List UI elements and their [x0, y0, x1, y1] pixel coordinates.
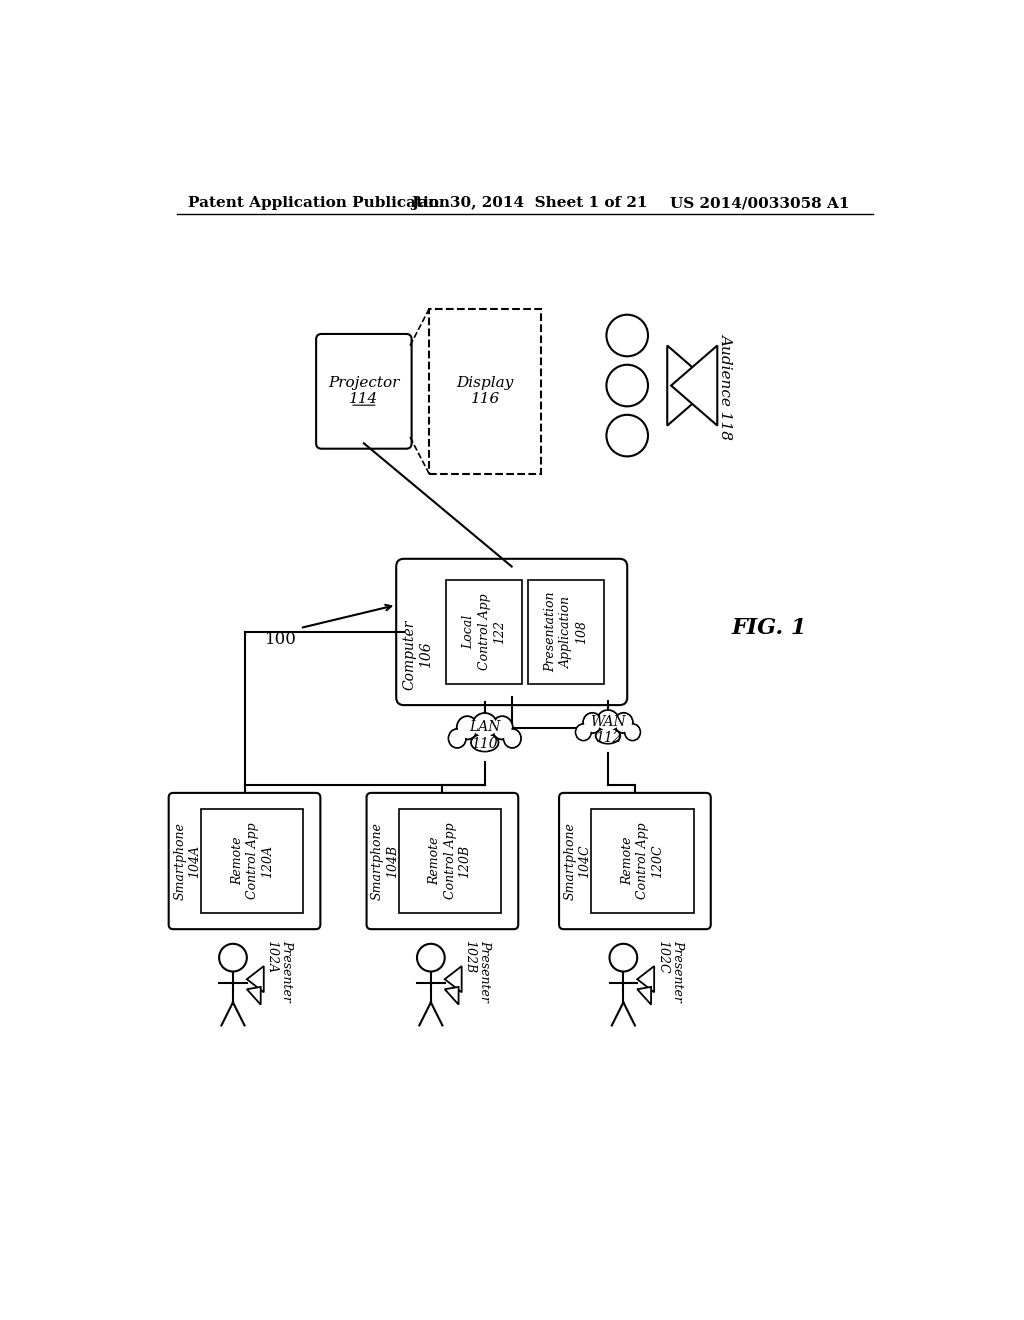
Ellipse shape: [614, 713, 633, 733]
Text: 100: 100: [265, 631, 297, 648]
Bar: [429, 309, 541, 474]
Text: LAN
110: LAN 110: [469, 721, 501, 751]
Text: Smartphone
104B: Smartphone 104B: [371, 822, 399, 900]
Ellipse shape: [472, 713, 498, 738]
Ellipse shape: [449, 729, 466, 748]
Ellipse shape: [597, 729, 618, 743]
Bar: [528, 581, 604, 684]
Ellipse shape: [492, 717, 513, 739]
Ellipse shape: [457, 717, 478, 739]
Circle shape: [606, 314, 648, 356]
Polygon shape: [247, 987, 261, 1005]
Polygon shape: [247, 966, 264, 993]
Bar: [446, 581, 522, 684]
Ellipse shape: [474, 714, 496, 737]
Ellipse shape: [583, 713, 602, 733]
Polygon shape: [444, 987, 459, 1005]
Bar: [201, 809, 303, 913]
Text: WAN
112: WAN 112: [590, 714, 626, 744]
Text: US 2014/0033058 A1: US 2014/0033058 A1: [670, 197, 849, 210]
FancyBboxPatch shape: [396, 558, 628, 705]
Ellipse shape: [577, 725, 590, 739]
Text: Presenter
102C: Presenter 102C: [655, 940, 684, 1002]
Ellipse shape: [493, 718, 512, 738]
Ellipse shape: [596, 729, 621, 743]
Circle shape: [609, 944, 637, 972]
Ellipse shape: [584, 714, 601, 731]
Circle shape: [606, 414, 648, 457]
FancyBboxPatch shape: [559, 793, 711, 929]
Ellipse shape: [625, 723, 640, 741]
Text: Projector
114: Projector 114: [328, 376, 399, 407]
Text: Remote
Control App
120C: Remote Control App 120C: [622, 822, 665, 899]
Ellipse shape: [473, 735, 497, 751]
Ellipse shape: [598, 711, 617, 731]
Bar: [592, 809, 694, 913]
Circle shape: [606, 364, 648, 407]
Circle shape: [417, 944, 444, 972]
Text: Smartphone
104A: Smartphone 104A: [173, 822, 201, 900]
Ellipse shape: [615, 714, 632, 731]
Bar: [399, 809, 502, 913]
FancyBboxPatch shape: [367, 793, 518, 929]
Text: Smartphone
104C: Smartphone 104C: [563, 822, 592, 900]
FancyBboxPatch shape: [316, 334, 412, 449]
Polygon shape: [444, 966, 462, 993]
Text: FIG. 1: FIG. 1: [731, 618, 807, 639]
Ellipse shape: [597, 710, 620, 733]
Text: Remote
Control App
120A: Remote Control App 120A: [230, 822, 273, 899]
Text: Jan. 30, 2014  Sheet 1 of 21: Jan. 30, 2014 Sheet 1 of 21: [412, 197, 648, 210]
Ellipse shape: [471, 734, 499, 751]
Polygon shape: [671, 346, 717, 425]
Ellipse shape: [575, 723, 591, 741]
Text: Presenter
102B: Presenter 102B: [463, 940, 492, 1002]
Polygon shape: [668, 346, 714, 425]
Text: Presentation
Application
108: Presentation Application 108: [545, 591, 588, 672]
Text: Patent Application Publication: Patent Application Publication: [188, 197, 451, 210]
Circle shape: [219, 944, 247, 972]
Ellipse shape: [505, 730, 520, 747]
Ellipse shape: [626, 725, 639, 739]
Polygon shape: [637, 987, 651, 1005]
Text: Local
Control App
122: Local Control App 122: [463, 594, 506, 671]
FancyBboxPatch shape: [169, 793, 321, 929]
Text: Presenter
102A: Presenter 102A: [265, 940, 293, 1002]
Text: Computer
106: Computer 106: [402, 620, 433, 690]
Text: Display
116: Display 116: [457, 376, 514, 407]
Ellipse shape: [458, 718, 476, 738]
Text: Audience 118: Audience 118: [720, 333, 733, 438]
Text: Remote
Control App
120B: Remote Control App 120B: [429, 822, 472, 899]
Polygon shape: [637, 966, 654, 993]
Ellipse shape: [504, 729, 521, 748]
Ellipse shape: [450, 730, 465, 747]
